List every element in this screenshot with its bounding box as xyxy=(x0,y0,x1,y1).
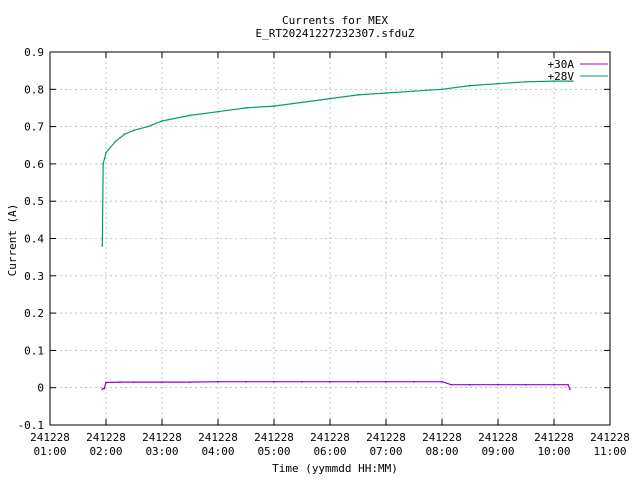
series-0-point xyxy=(568,388,571,391)
x-tick-label-date: 241228 xyxy=(366,431,406,444)
x-tick-label-date: 241228 xyxy=(254,431,294,444)
chart-subtitle: E_RT20241227232307.sfduZ xyxy=(256,27,415,40)
series-1 xyxy=(101,80,574,247)
x-tick-label-time: 08:00 xyxy=(425,445,458,458)
x-tick-label-date: 241228 xyxy=(534,431,574,444)
series-0-point xyxy=(189,381,191,384)
y-tick-label: 0.2 xyxy=(24,307,44,320)
y-tick-label: 0.7 xyxy=(24,121,44,134)
x-tick-label-time: 04:00 xyxy=(201,445,234,458)
series-1-point xyxy=(273,105,275,107)
series-1-point xyxy=(161,120,163,122)
series-0-point xyxy=(469,383,471,386)
x-tick-label-date: 241228 xyxy=(422,431,462,444)
series-1-point xyxy=(553,80,555,82)
series-1-point xyxy=(147,125,149,128)
series-0-point xyxy=(273,380,275,383)
legend: +30A +28V xyxy=(548,58,608,83)
series-line-0 xyxy=(102,381,571,390)
series-1-point xyxy=(217,110,219,113)
series-0-point xyxy=(101,388,104,391)
x-tick-label-time: 11:00 xyxy=(593,445,626,458)
series-0-point xyxy=(497,383,499,386)
x-tick-label-time: 07:00 xyxy=(369,445,402,458)
x-tick-label-time: 02:00 xyxy=(89,445,122,458)
series-1-point xyxy=(441,88,443,91)
grid xyxy=(49,51,611,426)
x-tick-label-time: 03:00 xyxy=(145,445,178,458)
x-tick-label-date: 241228 xyxy=(310,431,350,444)
y-tick-label: 0 xyxy=(37,382,44,395)
x-tick-label-time: 06:00 xyxy=(313,445,346,458)
y-tick-label: 0.6 xyxy=(24,158,44,171)
series-0-point xyxy=(217,380,219,383)
series-1-point xyxy=(329,97,331,100)
series-0-point xyxy=(161,381,163,384)
series-1-point xyxy=(385,92,387,94)
series-0-point xyxy=(525,383,527,386)
y-tick-label: -0.1 xyxy=(18,419,45,432)
series-1-point xyxy=(114,140,117,143)
series-0-point xyxy=(553,383,555,386)
series-0-point xyxy=(119,381,121,384)
x-tick-label-date: 241228 xyxy=(198,431,238,444)
series-1-point xyxy=(133,129,135,132)
series-0-point xyxy=(441,380,443,383)
legend-label-0: +30A xyxy=(548,58,575,71)
y-axis-label: Current (A) xyxy=(6,204,19,277)
y-tick-label: 0.1 xyxy=(24,344,44,357)
series-0-point xyxy=(357,380,359,383)
series-0-point xyxy=(105,381,107,384)
x-tick-label-time: 01:00 xyxy=(33,445,66,458)
series-0-point xyxy=(133,381,135,384)
x-axis: 24122801:0024122802:0024122803:002412280… xyxy=(30,52,630,458)
series-0 xyxy=(101,380,571,391)
series-0-point xyxy=(567,383,569,386)
x-tick-label-time: 05:00 xyxy=(257,445,290,458)
series-0-point xyxy=(450,383,453,386)
series-0-point xyxy=(329,380,331,383)
series-1-point xyxy=(301,101,303,104)
y-tick-label: 0.8 xyxy=(24,83,44,96)
series-1-point xyxy=(123,133,126,135)
series-0-point xyxy=(245,380,247,383)
x-tick-label-date: 241228 xyxy=(86,431,126,444)
x-tick-label-date: 241228 xyxy=(590,431,630,444)
y-tick-label: 0.9 xyxy=(24,46,44,59)
y-tick-label: 0.4 xyxy=(24,233,44,246)
series-1-point xyxy=(571,80,574,82)
x-tick-label-date: 241228 xyxy=(30,431,70,444)
series-1-point xyxy=(245,107,247,109)
chart-title: Currents for MEX xyxy=(282,14,388,27)
y-tick-label: 0.3 xyxy=(24,270,44,283)
series-1-point xyxy=(102,163,105,165)
x-tick-label-date: 241228 xyxy=(142,431,182,444)
series-0-point xyxy=(301,380,303,383)
series-line-1 xyxy=(101,80,573,247)
series-0-point xyxy=(103,387,106,390)
y-tick-label: 0.5 xyxy=(24,195,44,208)
series-1-point xyxy=(413,90,415,93)
series-1-point xyxy=(497,82,499,85)
legend-label-1: +28V xyxy=(548,70,575,83)
series-layer xyxy=(101,80,574,391)
x-axis-label: Time (yymmdd HH:MM) xyxy=(272,462,398,475)
y-axis: -0.1 0 0.1 0.2 0.3 0.4 0.5 0.6 0.7 0.8 0.9 xyxy=(18,46,610,432)
series-0-point xyxy=(413,380,415,383)
x-tick-label-time: 09:00 xyxy=(481,445,514,458)
series-0-point xyxy=(385,380,387,383)
series-1-point xyxy=(357,93,359,96)
x-tick-label-time: 10:00 xyxy=(537,445,570,458)
series-1-point xyxy=(101,245,104,247)
series-1-point xyxy=(105,151,107,154)
series-1-point xyxy=(189,114,191,117)
series-1-point xyxy=(525,80,527,83)
series-1-point xyxy=(469,84,471,87)
x-tick-label-date: 241228 xyxy=(478,431,518,444)
